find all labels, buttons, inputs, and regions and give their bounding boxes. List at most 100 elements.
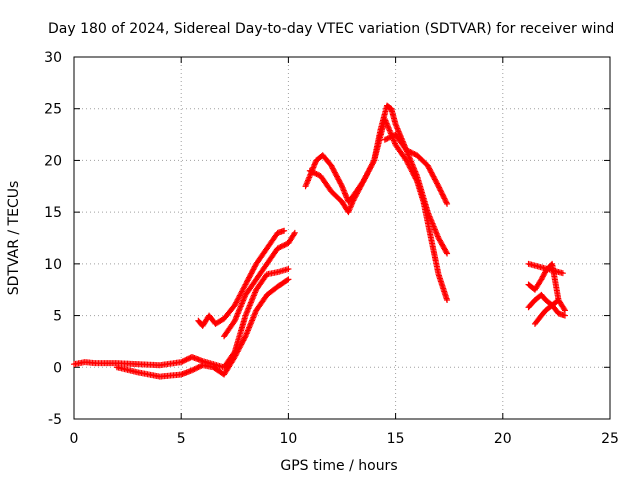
data-point <box>195 364 202 371</box>
data-point <box>410 150 417 157</box>
data-point <box>192 365 199 372</box>
data-point <box>277 244 284 251</box>
data-point <box>194 364 201 371</box>
data-point <box>291 231 298 238</box>
data-point <box>554 297 561 304</box>
data-point <box>370 158 377 165</box>
data-point <box>436 184 443 191</box>
data-point <box>555 297 562 304</box>
data-point <box>278 243 285 250</box>
data-point <box>444 250 451 257</box>
data-point <box>312 170 319 177</box>
y-axis-label: SDTVAR / TECUs <box>6 181 22 296</box>
series-track-g <box>381 131 451 257</box>
y-tick-label: 5 <box>53 309 62 325</box>
data-point <box>381 136 388 143</box>
data-point <box>196 363 203 370</box>
data-point <box>438 188 445 195</box>
y-tick-label: -5 <box>48 412 62 428</box>
data-points <box>71 102 568 380</box>
data-point <box>384 135 391 142</box>
plot-frame <box>73 56 611 420</box>
data-point <box>310 169 317 176</box>
data-point <box>281 242 288 249</box>
chart-title: Day 180 of 2024, Sidereal Day-to-day VTE… <box>48 21 614 37</box>
data-point <box>439 191 446 198</box>
data-point <box>179 358 186 365</box>
data-point <box>291 229 298 236</box>
data-point <box>435 183 442 190</box>
data-point <box>188 367 195 374</box>
grid <box>74 57 610 419</box>
data-point <box>411 150 418 157</box>
y-tick-labels: -5 0 5 10 15 20 25 30 <box>44 50 62 428</box>
data-point <box>438 190 445 197</box>
data-point <box>443 249 450 256</box>
data-point <box>444 200 451 207</box>
ticks <box>73 56 611 420</box>
data-point <box>180 357 187 364</box>
data-point <box>385 134 392 141</box>
x-tick-label: 5 <box>177 431 186 447</box>
x-tick-label: 20 <box>494 431 512 447</box>
data-point <box>182 357 189 364</box>
data-point <box>183 356 190 363</box>
series-track-k <box>525 260 566 277</box>
data-point <box>313 171 320 178</box>
data-point <box>186 355 193 362</box>
x-tick-label: 25 <box>601 431 619 447</box>
data-point <box>387 134 394 141</box>
data-point <box>444 297 451 304</box>
data-point <box>308 168 315 175</box>
data-point <box>184 355 191 362</box>
data-point <box>309 169 316 176</box>
data-point <box>276 244 283 251</box>
data-point <box>442 196 449 203</box>
data-point <box>285 276 292 283</box>
series-track-i <box>525 291 568 319</box>
data-point <box>178 359 185 366</box>
x-axis-label: GPS time / hours <box>280 458 397 474</box>
data-point <box>191 366 198 373</box>
data-point <box>338 181 345 188</box>
y-tick-label: 20 <box>44 153 62 169</box>
data-point <box>284 277 291 284</box>
data-point <box>314 171 321 178</box>
data-point <box>440 192 447 199</box>
y-tick-label: 25 <box>44 102 62 118</box>
data-point <box>443 199 450 206</box>
data-point <box>306 167 313 174</box>
series-track-b <box>113 276 292 380</box>
data-point <box>434 181 441 188</box>
y-tick-label: 0 <box>53 360 62 376</box>
x-tick-labels: 0 5 10 15 20 25 <box>70 431 619 447</box>
data-point <box>280 242 287 249</box>
series-track-c <box>195 227 288 329</box>
data-point <box>241 334 248 341</box>
data-point <box>441 195 448 202</box>
data-point <box>442 198 449 205</box>
x-tick-label: 15 <box>387 431 405 447</box>
y-tick-label: 30 <box>44 50 62 66</box>
data-point <box>285 266 292 273</box>
data-point <box>281 227 288 234</box>
data-point <box>282 241 289 248</box>
data-point <box>561 312 568 319</box>
data-point <box>274 245 281 252</box>
data-point <box>383 136 390 143</box>
y-tick-label: 10 <box>44 257 62 273</box>
data-point <box>437 187 444 194</box>
y-tick-label: 15 <box>44 205 62 221</box>
series-track-j <box>531 297 562 327</box>
data-point <box>561 307 568 314</box>
data-point <box>561 306 568 313</box>
x-tick-label: 0 <box>70 431 79 447</box>
data-point <box>440 194 447 201</box>
series-track-a <box>71 266 292 371</box>
data-point <box>436 185 443 192</box>
data-point <box>388 133 395 140</box>
data-point <box>559 270 566 277</box>
data-point <box>190 366 197 373</box>
x-tick-label: 10 <box>279 431 297 447</box>
